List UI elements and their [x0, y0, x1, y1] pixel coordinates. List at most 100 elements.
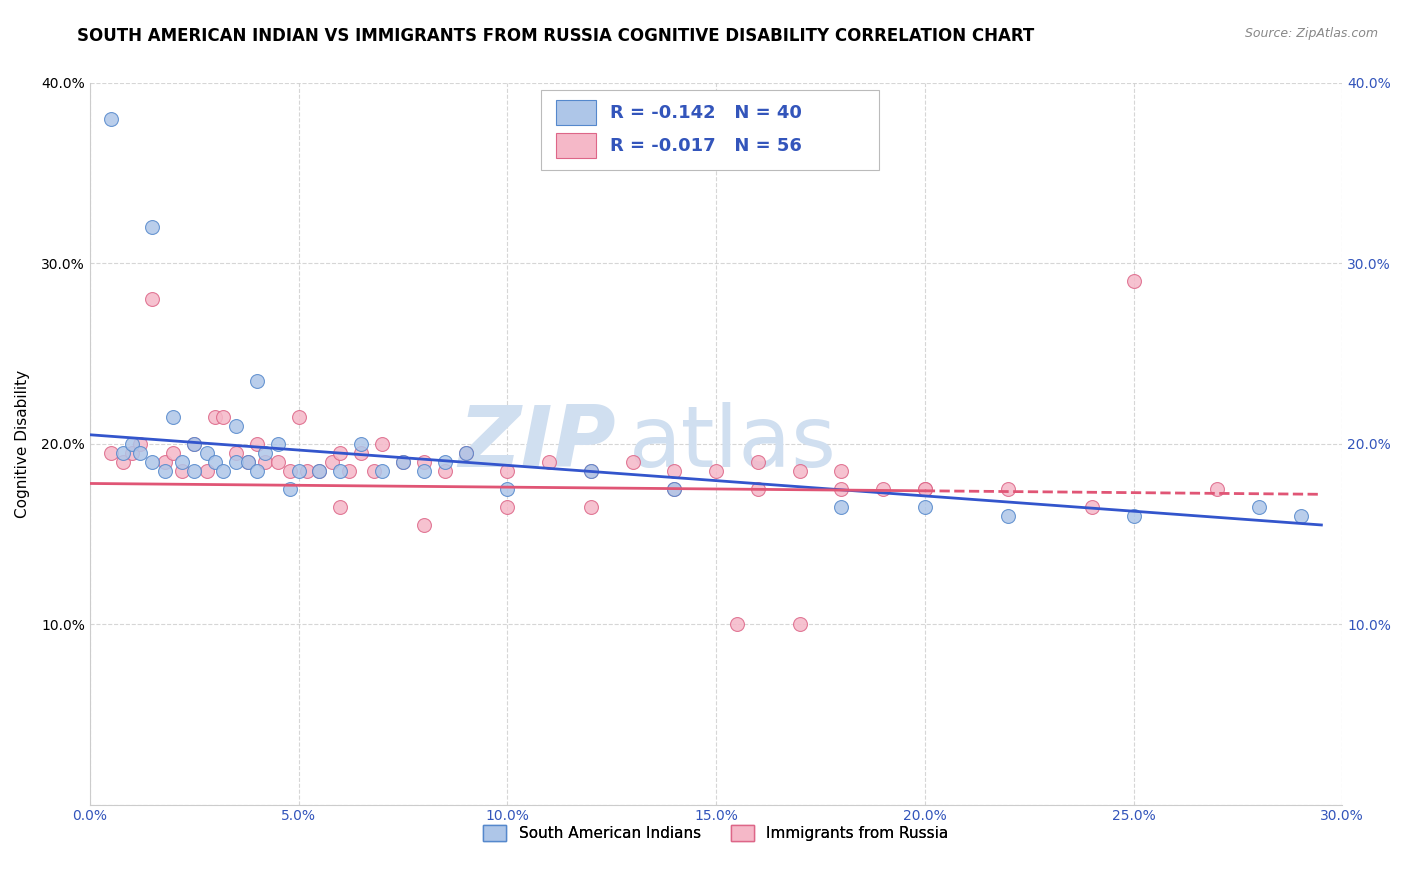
Point [830, 482, 852, 496]
Point [246, 437, 269, 451]
Text: R = -0.142   N = 40: R = -0.142 N = 40 [610, 103, 801, 121]
Point [538, 455, 561, 469]
Point [997, 482, 1019, 496]
Point [747, 482, 769, 496]
Point [664, 482, 686, 496]
Point [183, 437, 205, 451]
Point [287, 409, 309, 424]
Point [664, 464, 686, 478]
Text: ZIP: ZIP [458, 402, 616, 485]
Point [225, 418, 247, 433]
Point [162, 446, 184, 460]
Point [914, 482, 936, 496]
Point [789, 617, 811, 632]
Point [392, 455, 415, 469]
Point [170, 455, 193, 469]
Point [997, 508, 1019, 523]
Point [1122, 508, 1144, 523]
Point [1206, 482, 1229, 496]
Point [100, 446, 122, 460]
Point [412, 464, 434, 478]
Point [579, 500, 602, 514]
Point [170, 464, 193, 478]
Point [246, 464, 269, 478]
Point [433, 455, 456, 469]
Point [412, 518, 434, 533]
Point [433, 464, 456, 478]
Y-axis label: Cognitive Disability: Cognitive Disability [15, 369, 30, 518]
Point [621, 455, 644, 469]
Point [267, 455, 290, 469]
Point [129, 446, 152, 460]
Point [141, 220, 163, 235]
Point [830, 464, 852, 478]
Point [121, 437, 143, 451]
Text: R = -0.017   N = 56: R = -0.017 N = 56 [610, 136, 801, 154]
Text: Source: ZipAtlas.com: Source: ZipAtlas.com [1244, 27, 1378, 40]
Point [363, 464, 385, 478]
Point [579, 464, 602, 478]
Point [1247, 500, 1270, 514]
Point [141, 455, 163, 469]
Point [914, 500, 936, 514]
Point [350, 446, 373, 460]
Point [287, 464, 309, 478]
Point [254, 455, 277, 469]
Point [872, 482, 894, 496]
Point [371, 437, 394, 451]
Point [195, 446, 218, 460]
Point [183, 437, 205, 451]
Point [225, 446, 247, 460]
Point [704, 464, 727, 478]
Point [112, 455, 135, 469]
Point [789, 464, 811, 478]
Point [153, 455, 176, 469]
Point [204, 455, 226, 469]
Point [830, 500, 852, 514]
Point [183, 464, 205, 478]
Point [914, 482, 936, 496]
Point [496, 464, 519, 478]
Point [278, 482, 301, 496]
Point [225, 455, 247, 469]
Point [153, 464, 176, 478]
Point [412, 455, 434, 469]
Legend: South American Indians, Immigrants from Russia: South American Indians, Immigrants from … [478, 819, 955, 847]
Point [121, 446, 143, 460]
FancyBboxPatch shape [541, 90, 879, 169]
Point [579, 464, 602, 478]
Point [664, 482, 686, 496]
Point [141, 293, 163, 307]
Point [337, 464, 360, 478]
Point [204, 409, 226, 424]
Point [295, 464, 318, 478]
Point [212, 464, 235, 478]
Point [321, 455, 343, 469]
Point [329, 464, 352, 478]
Point [1081, 500, 1104, 514]
Point [392, 455, 415, 469]
Point [454, 446, 477, 460]
Text: SOUTH AMERICAN INDIAN VS IMMIGRANTS FROM RUSSIA COGNITIVE DISABILITY CORRELATION: SOUTH AMERICAN INDIAN VS IMMIGRANTS FROM… [77, 27, 1035, 45]
Point [725, 617, 748, 632]
Point [238, 455, 260, 469]
Point [308, 464, 330, 478]
Point [1289, 508, 1312, 523]
Point [195, 464, 218, 478]
Point [129, 437, 152, 451]
Point [100, 112, 122, 126]
Point [454, 446, 477, 460]
Point [496, 482, 519, 496]
FancyBboxPatch shape [555, 134, 596, 158]
Point [329, 446, 352, 460]
Point [267, 437, 290, 451]
FancyBboxPatch shape [555, 100, 596, 125]
Point [112, 446, 135, 460]
Point [496, 500, 519, 514]
Point [278, 464, 301, 478]
Point [246, 374, 269, 388]
Point [308, 464, 330, 478]
Point [371, 464, 394, 478]
Point [212, 409, 235, 424]
Point [238, 455, 260, 469]
